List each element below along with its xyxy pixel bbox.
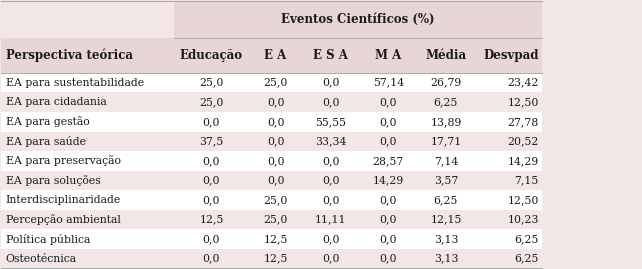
Text: EA para preservação: EA para preservação — [6, 155, 121, 166]
Text: Perspectiva teórica: Perspectiva teórica — [6, 49, 133, 62]
Text: Osteotécnica: Osteotécnica — [6, 254, 77, 264]
Text: 0,0: 0,0 — [322, 254, 340, 264]
Text: 0,0: 0,0 — [203, 195, 220, 205]
Bar — [1, 151, 542, 171]
Text: 25,0: 25,0 — [199, 97, 223, 107]
Text: 0,0: 0,0 — [379, 214, 397, 224]
Text: 33,34: 33,34 — [315, 136, 346, 146]
Text: 12,5: 12,5 — [263, 254, 288, 264]
Text: 3,13: 3,13 — [433, 234, 458, 244]
Text: 3,13: 3,13 — [433, 254, 458, 264]
Text: 0,0: 0,0 — [322, 78, 340, 88]
Text: 0,0: 0,0 — [203, 156, 220, 166]
Text: Percepção ambiental: Percepção ambiental — [6, 214, 121, 225]
Text: 12,5: 12,5 — [199, 214, 223, 224]
Text: 0,0: 0,0 — [267, 97, 284, 107]
Text: 14,29: 14,29 — [372, 175, 404, 185]
Text: 0,0: 0,0 — [203, 117, 220, 127]
Text: 0,0: 0,0 — [322, 195, 340, 205]
Text: 0,0: 0,0 — [379, 136, 397, 146]
Text: Educação: Educação — [180, 49, 243, 62]
Bar — [1, 210, 542, 229]
Text: 37,5: 37,5 — [199, 136, 223, 146]
Text: 0,0: 0,0 — [379, 195, 397, 205]
Text: 23,42: 23,42 — [507, 78, 539, 88]
Text: 12,50: 12,50 — [507, 195, 539, 205]
Text: 6,25: 6,25 — [514, 234, 539, 244]
Text: EA para saúde: EA para saúde — [6, 136, 86, 147]
Text: Desvpad: Desvpad — [483, 49, 539, 62]
Text: 7,14: 7,14 — [434, 156, 458, 166]
Text: 25,0: 25,0 — [263, 214, 288, 224]
Text: 0,0: 0,0 — [379, 117, 397, 127]
Bar — [1, 190, 542, 210]
Bar — [1, 132, 542, 151]
Bar — [1, 112, 542, 132]
Text: 17,71: 17,71 — [430, 136, 462, 146]
Bar — [1, 229, 542, 249]
Bar — [1, 249, 542, 268]
Text: 6,25: 6,25 — [434, 195, 458, 205]
Text: Interdisciplinaridade: Interdisciplinaridade — [6, 195, 121, 205]
Text: 0,0: 0,0 — [322, 156, 340, 166]
Text: 6,25: 6,25 — [434, 97, 458, 107]
Text: E A: E A — [265, 49, 286, 62]
Text: 11,11: 11,11 — [315, 214, 347, 224]
Bar — [1, 93, 542, 112]
Text: 12,15: 12,15 — [430, 214, 462, 224]
Text: EA para gestão: EA para gestão — [6, 116, 90, 127]
Text: EA para sustentabilidade: EA para sustentabilidade — [6, 78, 144, 88]
Text: 20,52: 20,52 — [507, 136, 539, 146]
Text: 0,0: 0,0 — [322, 175, 340, 185]
Bar — [173, 1, 542, 38]
Text: 0,0: 0,0 — [379, 234, 397, 244]
Text: 0,0: 0,0 — [267, 156, 284, 166]
Text: 12,50: 12,50 — [507, 97, 539, 107]
Bar — [1, 171, 542, 190]
Text: 0,0: 0,0 — [203, 254, 220, 264]
Bar — [1, 73, 542, 93]
Text: 6,25: 6,25 — [514, 254, 539, 264]
Text: 26,79: 26,79 — [430, 78, 462, 88]
Text: Eventos Científicos (%): Eventos Científicos (%) — [281, 13, 435, 26]
Text: 0,0: 0,0 — [322, 234, 340, 244]
Text: 0,0: 0,0 — [379, 254, 397, 264]
Text: 13,89: 13,89 — [430, 117, 462, 127]
Text: E S A: E S A — [313, 49, 348, 62]
Text: 0,0: 0,0 — [379, 97, 397, 107]
Text: 10,23: 10,23 — [507, 214, 539, 224]
Text: 14,29: 14,29 — [508, 156, 539, 166]
Text: M A: M A — [375, 49, 401, 62]
Text: 0,0: 0,0 — [267, 136, 284, 146]
Text: 0,0: 0,0 — [267, 117, 284, 127]
Text: 3,57: 3,57 — [434, 175, 458, 185]
Bar — [1, 38, 542, 73]
Text: 57,14: 57,14 — [373, 78, 404, 88]
Text: Média: Média — [426, 49, 467, 62]
Text: 12,5: 12,5 — [263, 234, 288, 244]
Text: 27,78: 27,78 — [508, 117, 539, 127]
Text: 0,0: 0,0 — [203, 175, 220, 185]
Text: 28,57: 28,57 — [372, 156, 404, 166]
Text: 55,55: 55,55 — [315, 117, 346, 127]
Text: 25,0: 25,0 — [263, 195, 288, 205]
Text: Política pública: Política pública — [6, 233, 90, 245]
Text: EA para soluções: EA para soluções — [6, 175, 101, 186]
Text: 7,15: 7,15 — [514, 175, 539, 185]
Text: 0,0: 0,0 — [322, 97, 340, 107]
Text: 25,0: 25,0 — [199, 78, 223, 88]
Text: 0,0: 0,0 — [267, 175, 284, 185]
Text: EA para cidadania: EA para cidadania — [6, 97, 107, 107]
Text: 0,0: 0,0 — [203, 234, 220, 244]
Text: 25,0: 25,0 — [263, 78, 288, 88]
